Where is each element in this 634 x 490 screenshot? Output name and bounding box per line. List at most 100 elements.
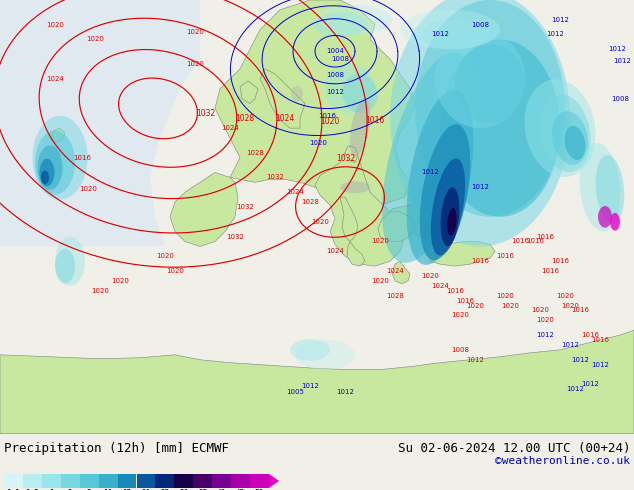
Text: 1016: 1016: [456, 297, 474, 304]
Ellipse shape: [290, 339, 330, 361]
Text: 1020: 1020: [186, 28, 204, 34]
Text: 1024: 1024: [46, 76, 64, 82]
Ellipse shape: [455, 45, 525, 123]
Text: 1016: 1016: [446, 288, 464, 294]
Ellipse shape: [350, 99, 370, 157]
Text: 1012: 1012: [546, 31, 564, 38]
Text: 40: 40: [217, 489, 226, 490]
Text: 1012: 1012: [431, 31, 449, 38]
Ellipse shape: [420, 20, 490, 49]
Text: 1032: 1032: [336, 154, 355, 164]
Text: 1012: 1012: [613, 58, 631, 64]
Bar: [136, 474, 155, 488]
Bar: [212, 474, 231, 488]
Bar: [23, 474, 42, 488]
Text: 1012: 1012: [301, 383, 319, 390]
Polygon shape: [347, 242, 365, 266]
Text: 1012: 1012: [581, 381, 599, 388]
Text: 1008: 1008: [611, 96, 629, 101]
Ellipse shape: [318, 5, 392, 34]
Ellipse shape: [435, 29, 525, 128]
Text: 1016: 1016: [581, 332, 599, 338]
Ellipse shape: [579, 143, 620, 231]
Text: 1016: 1016: [591, 337, 609, 343]
Text: 1024: 1024: [326, 248, 344, 254]
Ellipse shape: [420, 124, 470, 260]
Polygon shape: [240, 81, 258, 103]
Ellipse shape: [390, 0, 570, 246]
Polygon shape: [392, 261, 410, 284]
Text: 1032: 1032: [236, 204, 254, 210]
Text: 1016: 1016: [366, 116, 385, 125]
Text: 1020: 1020: [46, 22, 64, 27]
Bar: [117, 474, 136, 488]
Ellipse shape: [552, 111, 588, 165]
Text: 1012: 1012: [566, 386, 584, 392]
Ellipse shape: [32, 116, 87, 199]
Text: 1020: 1020: [86, 36, 104, 43]
Text: 1012: 1012: [336, 389, 354, 395]
Ellipse shape: [610, 213, 620, 231]
Text: 1016: 1016: [318, 113, 336, 120]
Text: 1016: 1016: [551, 258, 569, 264]
Ellipse shape: [340, 181, 370, 193]
Bar: [155, 474, 174, 488]
Ellipse shape: [37, 146, 63, 190]
Ellipse shape: [342, 74, 378, 113]
Polygon shape: [0, 330, 634, 434]
Text: 1016: 1016: [541, 268, 559, 274]
Text: 1020: 1020: [309, 141, 328, 147]
Text: 1024: 1024: [386, 268, 404, 274]
Text: 1020: 1020: [371, 278, 389, 284]
Text: 1012: 1012: [608, 46, 626, 52]
Text: 1028: 1028: [301, 199, 319, 205]
Ellipse shape: [55, 237, 85, 286]
Text: 1012: 1012: [551, 17, 569, 23]
Text: 1020: 1020: [556, 293, 574, 299]
Ellipse shape: [325, 64, 375, 113]
Text: 1012: 1012: [471, 184, 489, 190]
Text: 1024: 1024: [431, 283, 449, 289]
Text: 0.1: 0.1: [6, 489, 20, 490]
Text: 1020: 1020: [156, 253, 174, 259]
Ellipse shape: [598, 206, 612, 228]
Text: 1005: 1005: [286, 389, 304, 395]
Bar: [4, 474, 23, 488]
Ellipse shape: [440, 39, 560, 217]
Text: 1016: 1016: [471, 258, 489, 264]
Text: 1008: 1008: [326, 72, 344, 78]
Text: 1020: 1020: [501, 302, 519, 309]
Polygon shape: [260, 69, 305, 128]
Text: 1020: 1020: [496, 293, 514, 299]
Text: 45: 45: [236, 489, 245, 490]
Ellipse shape: [448, 208, 456, 236]
Ellipse shape: [295, 340, 355, 369]
Text: 20: 20: [141, 489, 151, 490]
Ellipse shape: [313, 12, 368, 37]
Polygon shape: [340, 197, 358, 242]
Bar: [61, 474, 80, 488]
Polygon shape: [430, 242, 495, 266]
Text: 1020: 1020: [561, 302, 579, 309]
Text: 1016: 1016: [536, 234, 554, 240]
Ellipse shape: [540, 94, 591, 172]
Polygon shape: [345, 146, 358, 163]
Bar: [174, 474, 193, 488]
Text: 35: 35: [198, 489, 207, 490]
Text: 1024: 1024: [275, 114, 294, 122]
Text: 1004: 1004: [326, 48, 344, 54]
Text: 1028: 1028: [386, 293, 404, 299]
Text: 30: 30: [179, 489, 188, 490]
Polygon shape: [378, 212, 415, 242]
Polygon shape: [390, 205, 455, 246]
Text: 1032: 1032: [196, 109, 215, 118]
Text: 1012: 1012: [466, 357, 484, 363]
Text: 1016: 1016: [526, 239, 544, 245]
Ellipse shape: [41, 171, 49, 184]
Ellipse shape: [291, 86, 303, 101]
Text: 1020: 1020: [111, 278, 129, 284]
Ellipse shape: [39, 159, 55, 186]
Bar: [80, 474, 99, 488]
Text: 1020: 1020: [531, 307, 549, 314]
Bar: [193, 474, 212, 488]
